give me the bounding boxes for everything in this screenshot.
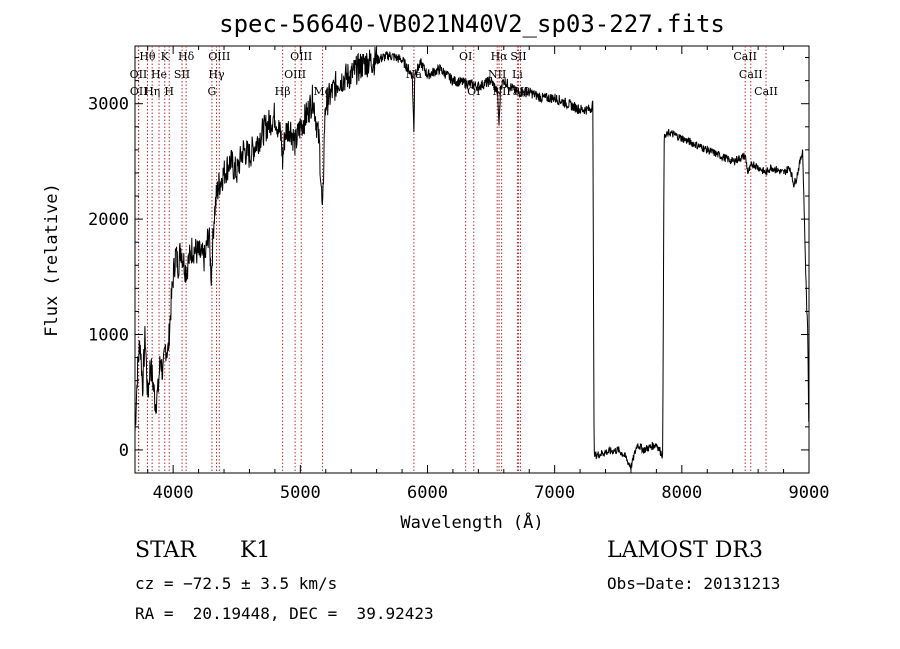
x-tick-label: 5000 (280, 483, 321, 503)
line-label-8: Hδ (178, 50, 195, 63)
line-label-9: OIII (208, 50, 230, 63)
x-tick-label: 6000 (407, 483, 448, 503)
x-tick-label: 7000 (534, 483, 575, 503)
x-tick-label: 4000 (153, 483, 194, 503)
line-label-0: Hθ (139, 50, 156, 63)
line-label-23: Li (512, 68, 523, 81)
line-label-17: OI (459, 50, 472, 63)
line-label-26: CaII (739, 68, 763, 81)
y-axis-ticks: 0 1000 2000 3000 (88, 57, 809, 474)
y-tick-label: 2000 (88, 210, 129, 230)
line-label-12: OIII (290, 50, 312, 63)
x-tick-label: 8000 (661, 483, 702, 503)
line-label-25: CaII (733, 50, 757, 63)
y-tick-label: 0 (119, 441, 129, 461)
x-axis-ticks: 4000 5000 6000 7000 8000 9000 (147, 46, 830, 503)
plot-frame (134, 45, 810, 474)
line-label-4: Hη (144, 85, 160, 98)
line-label-10: Hγ (208, 68, 225, 81)
line-label-1: OII (130, 68, 148, 81)
line-label-6: H (164, 85, 174, 98)
redshift-cz: cz = −72.5 ± 3.5 km/s (135, 574, 338, 593)
line-label-14: Hβ (275, 85, 291, 98)
line-label-2: OII (130, 85, 148, 98)
object-class: STAR (135, 538, 196, 563)
x-axis-label: Wavelength (Å) (400, 511, 543, 533)
line-label-3: He (151, 68, 167, 81)
spectral-line-markers (137, 46, 767, 473)
y-tick-label: 3000 (88, 95, 129, 115)
line-label-20: NII (488, 68, 506, 81)
line-label-27: CaII (754, 85, 778, 98)
line-label-5: K (161, 50, 170, 63)
ra-dec: RA = 20.19448, DEC = 39.92423 (135, 604, 434, 623)
line-label-22: SII (510, 50, 526, 63)
x-tick-label: 9000 (789, 483, 830, 503)
line-label-11: G (208, 85, 217, 98)
line-label-13: OIII (284, 68, 306, 81)
obs-date: Obs−Date: 20131213 (607, 574, 781, 593)
survey-name: LAMOST DR3 (607, 538, 763, 563)
object-subclass: K1 (240, 538, 271, 563)
line-label-7: SII (174, 68, 190, 81)
line-label-19: Hα (491, 50, 509, 63)
chart-title: spec-56640-VB021N40V2_sp03-227.fits (219, 10, 725, 38)
y-tick-label: 1000 (88, 326, 129, 346)
y-axis-label: Flux (relative) (42, 183, 62, 337)
flux-series-line (134, 46, 810, 471)
